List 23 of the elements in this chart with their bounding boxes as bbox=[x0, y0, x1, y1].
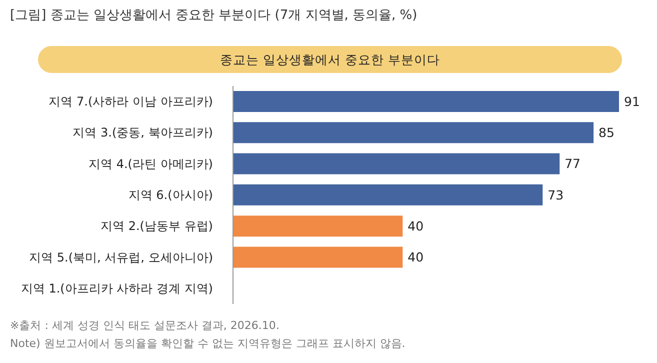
bar bbox=[233, 184, 543, 206]
data-label: 73 bbox=[548, 187, 564, 202]
y-tick-label: 지역 7.(사하라 이남 아프리카) bbox=[48, 94, 213, 109]
data-label: 77 bbox=[564, 156, 581, 172]
data-label: 40 bbox=[408, 250, 424, 265]
bar bbox=[233, 153, 560, 174]
y-tick-label: 지역 3.(중동, 북아프리카) bbox=[72, 126, 213, 140]
text: Note) 원보고서에서 동의율을 확인할 수 없는 지역유형은 그래프 표시하지 않음. bbox=[10, 336, 406, 351]
bar bbox=[233, 246, 403, 268]
y-tick-label: 지역 2.(남동부 유럽) bbox=[100, 219, 213, 234]
y-tick-label: 지역 6.(아시아) bbox=[128, 188, 213, 202]
bar bbox=[233, 91, 619, 112]
data-label: 40 bbox=[408, 218, 424, 234]
bar bbox=[233, 216, 403, 237]
y-tick-label: 지역 5.(북미, 서유럽, 오세아니아) bbox=[29, 250, 213, 264]
y-tick-label: 지역 1.(아프리카 사하라 경계 지역) bbox=[20, 281, 213, 296]
data-label: 91 bbox=[624, 94, 640, 109]
y-tick-label: 지역 4.(라틴 아메리카) bbox=[88, 156, 213, 171]
text: ※출처 : 세계 성경 인식 태도 설문조사 결과, 2026.10. bbox=[10, 318, 280, 333]
chart-title: [그림] 종교는 일상생활에서 중요한 부분이다 (7개 지역별, 동의율, %) bbox=[10, 7, 418, 24]
data-label: 85 bbox=[598, 125, 614, 140]
bar bbox=[233, 122, 594, 144]
chart-subtitle: 종교는 일상생활에서 중요한 부분이다 bbox=[38, 46, 622, 73]
